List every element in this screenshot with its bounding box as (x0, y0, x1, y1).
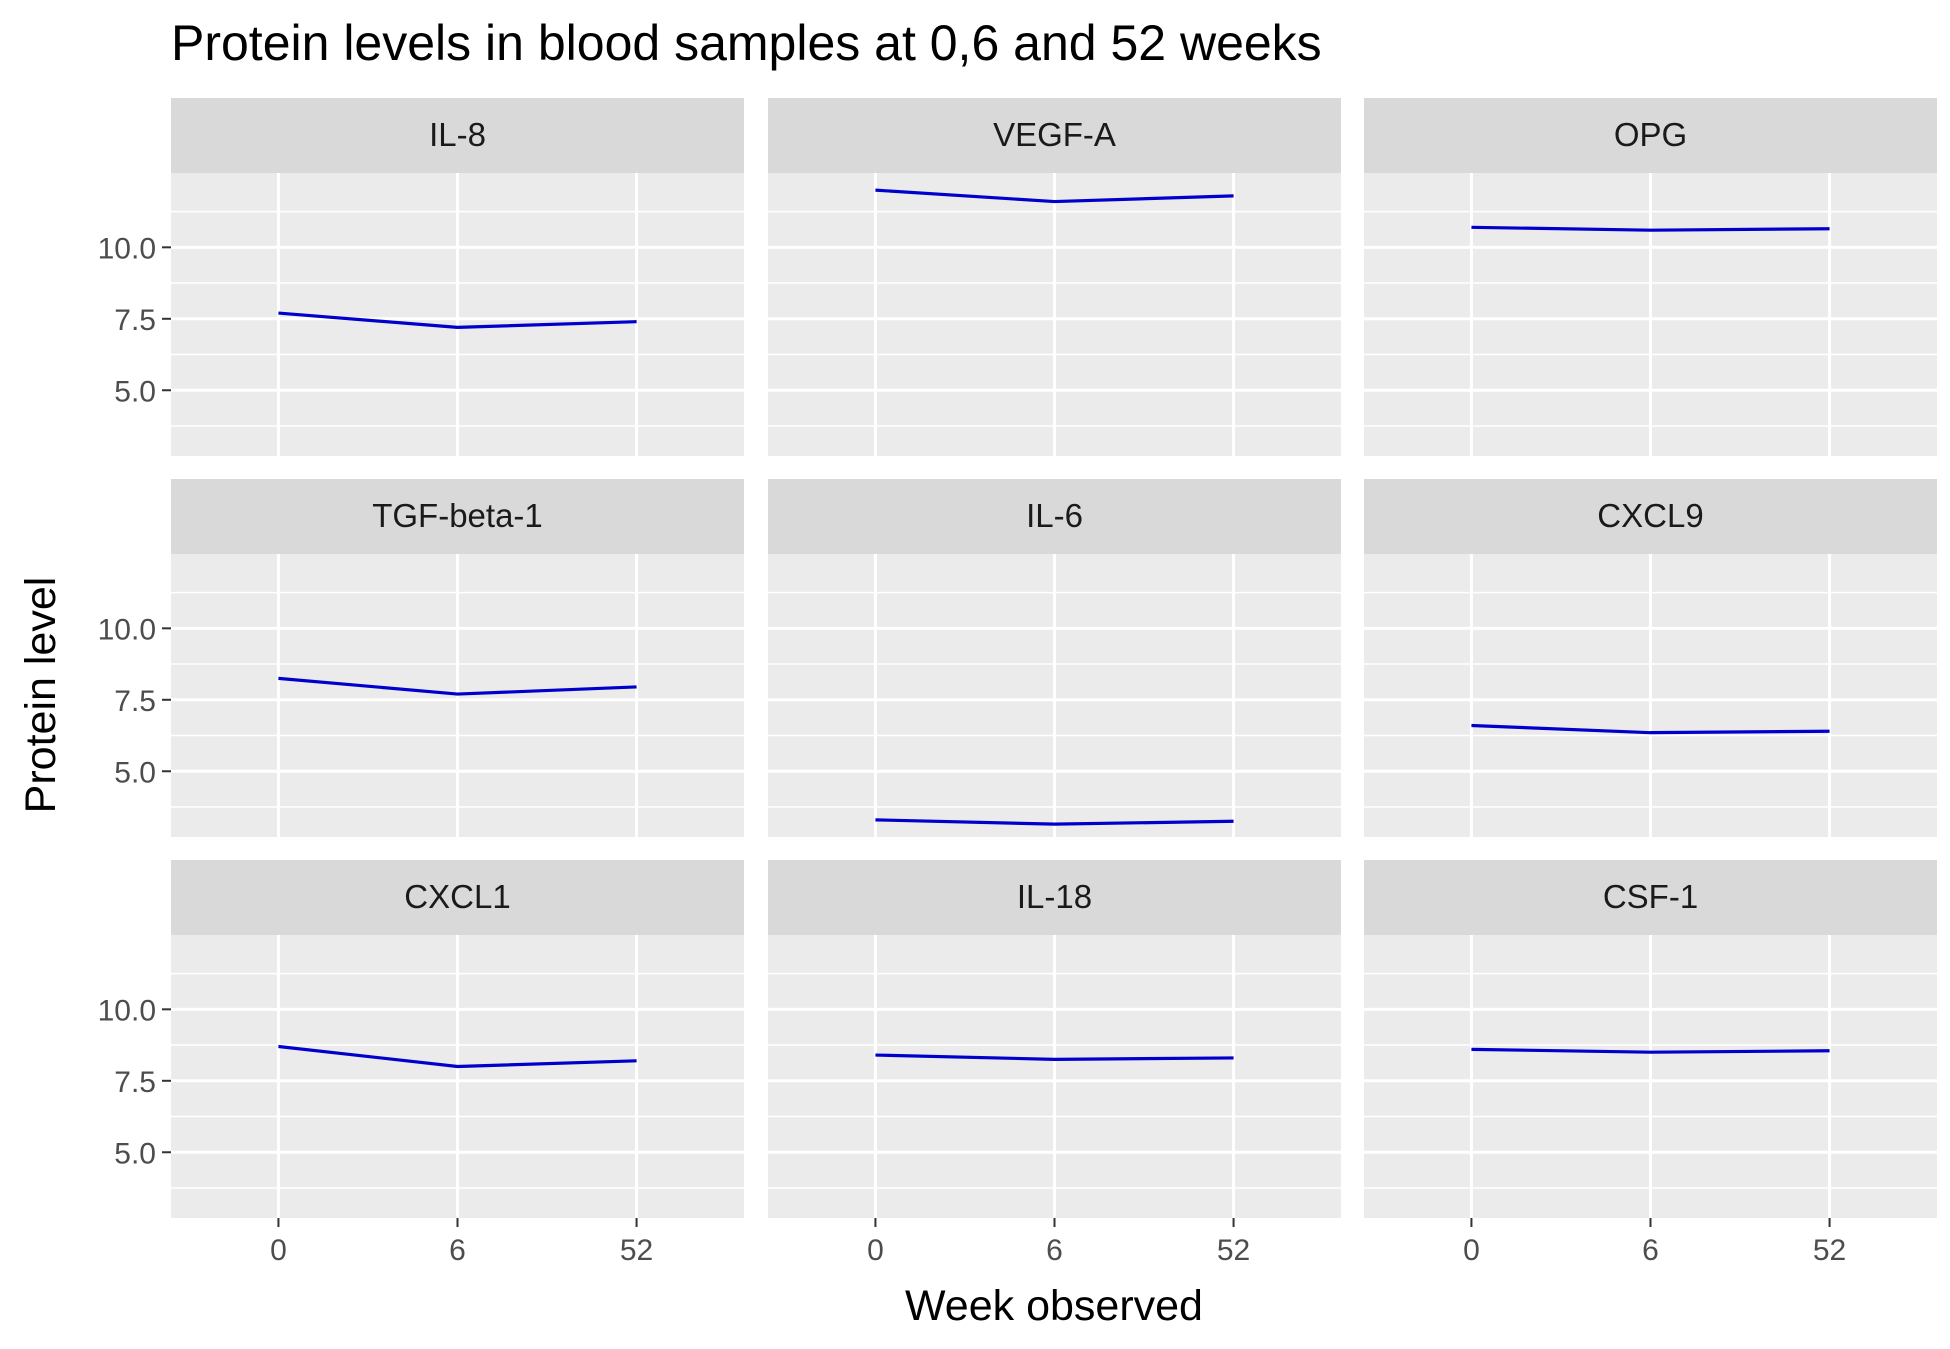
y-tick-label: 5.0 (114, 756, 156, 789)
facet-panel: OPG (1364, 98, 1937, 456)
y-tick-label: 7.5 (114, 685, 156, 718)
x-tick-label: 6 (449, 1234, 466, 1267)
y-tick-label: 5.0 (114, 1137, 156, 1170)
facet-strip-label: IL-8 (429, 116, 486, 153)
facet-grid: IL-8 5.0 7.5 10.0 VEGF-A OPG TGF-beta-1 5.0 7.5 1… (98, 98, 1937, 1267)
facet-strip (171, 860, 744, 935)
x-tick-label: 6 (1642, 1234, 1659, 1267)
facet-panel: IL-18 0 6 52 (768, 860, 1341, 1267)
facet-strip-label: CXCL1 (404, 878, 510, 915)
facet-panel: CSF-1 0 6 52 (1364, 860, 1937, 1267)
y-tick-label: 10.0 (98, 994, 156, 1027)
x-tick-label: 0 (1463, 1234, 1480, 1267)
facet-strip-label: VEGF-A (993, 116, 1116, 153)
y-tick-label: 5.0 (114, 375, 156, 408)
x-tick-label: 52 (1217, 1234, 1250, 1267)
facet-strip-label: IL-6 (1026, 497, 1083, 534)
facet-panel: VEGF-A (768, 98, 1341, 456)
facet-strip (1364, 479, 1937, 554)
facet-strip (1364, 860, 1937, 935)
facet-strip-label: TGF-beta-1 (372, 497, 543, 534)
facet-strip (171, 98, 744, 173)
y-tick-label: 10.0 (98, 232, 156, 265)
chart-title: Protein levels in blood samples at 0,6 a… (171, 15, 1322, 71)
x-tick-label: 52 (620, 1234, 653, 1267)
facet-strip (768, 98, 1341, 173)
facet-strip-label: CXCL9 (1597, 497, 1703, 534)
facet-panel: IL-6 (768, 479, 1341, 837)
facet-strip-label: CSF-1 (1603, 878, 1698, 915)
x-axis-title: Week observed (905, 1282, 1203, 1330)
facet-strip-label: IL-18 (1017, 878, 1092, 915)
y-axis-title: Protein level (17, 577, 65, 814)
y-tick-label: 10.0 (98, 613, 156, 646)
facet-strip (768, 860, 1341, 935)
x-tick-label: 6 (1046, 1234, 1063, 1267)
x-tick-label: 52 (1813, 1234, 1846, 1267)
facet-strip (171, 479, 744, 554)
facet-panel: IL-8 5.0 7.5 10.0 (98, 98, 744, 456)
facet-strip (1364, 98, 1937, 173)
y-tick-label: 7.5 (114, 304, 156, 337)
facet-panel: CXCL1 5.0 7.5 10.0 0 6 52 (98, 860, 744, 1267)
y-tick-label: 7.5 (114, 1066, 156, 1099)
facet-panel: CXCL9 (1364, 479, 1937, 837)
facet-strip (768, 479, 1341, 554)
facet-panel: TGF-beta-1 5.0 7.5 10.0 (98, 479, 744, 837)
facet-strip-label: OPG (1614, 116, 1687, 153)
x-tick-label: 0 (867, 1234, 884, 1267)
x-tick-label: 0 (270, 1234, 287, 1267)
